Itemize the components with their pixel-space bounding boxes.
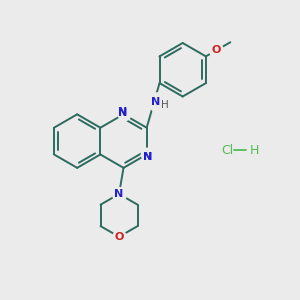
Text: O: O <box>212 45 221 56</box>
Text: Cl: Cl <box>221 143 233 157</box>
Text: N: N <box>118 107 128 117</box>
Text: O: O <box>114 232 124 242</box>
Text: N: N <box>142 152 152 162</box>
Text: H: H <box>160 100 168 110</box>
Text: N: N <box>142 152 152 161</box>
Text: N: N <box>114 189 124 199</box>
Text: N: N <box>151 98 160 107</box>
Text: H: H <box>250 143 259 157</box>
Text: N: N <box>118 108 128 118</box>
